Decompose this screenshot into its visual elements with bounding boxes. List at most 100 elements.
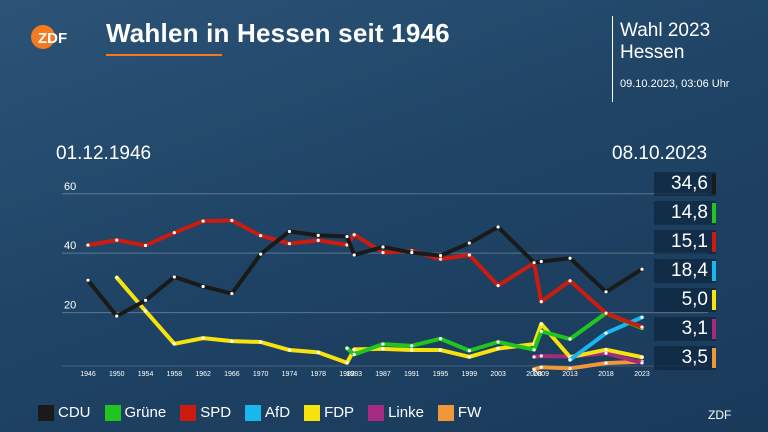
- data-point-cdu: [604, 290, 608, 294]
- logo-text: ZDF: [38, 30, 67, 47]
- x-tick-label-2003: 2003: [490, 371, 506, 378]
- data-point-spd: [539, 299, 543, 304]
- data-point-fw: [539, 365, 543, 369]
- data-point-spd: [352, 233, 356, 237]
- result-box-fdp: 5,0: [654, 288, 716, 312]
- data-point-cdu: [352, 253, 356, 257]
- data-point-grne: [496, 340, 500, 344]
- legend-swatch: [38, 404, 54, 421]
- result-value: 14,8: [671, 202, 708, 223]
- data-point-cdu: [410, 250, 414, 255]
- data-point-grne: [568, 337, 572, 341]
- data-point-linke: [604, 351, 608, 355]
- data-point-fw: [532, 367, 536, 371]
- data-point-fdp: [604, 348, 608, 352]
- data-point-grne: [352, 352, 356, 357]
- x-tick-label-2023: 2023: [634, 371, 650, 378]
- result-color-marker: [712, 174, 716, 194]
- x-tick-label-1958: 1958: [167, 371, 183, 378]
- x-tick-label-1946: 1946: [80, 371, 96, 378]
- result-color-marker: [712, 319, 716, 339]
- x-tick-label-1950: 1950: [109, 371, 125, 378]
- x-tick-label-1966: 1966: [224, 371, 240, 378]
- data-point-fw: [568, 366, 572, 371]
- data-point-cdu: [115, 314, 119, 318]
- legend-item-fw: FW: [437, 404, 482, 421]
- x-tick-label-1954: 1954: [138, 371, 154, 378]
- legend-label: FW: [457, 404, 482, 421]
- result-value: 34,6: [671, 173, 708, 194]
- data-point-cdu: [496, 225, 500, 229]
- chart-legend: CDU Grüne SPD AfD FDP Linke FW: [38, 404, 495, 421]
- legend-label: CDU: [58, 404, 91, 421]
- legend-label: SPD: [200, 404, 232, 421]
- event-region-line: Hessen: [620, 42, 685, 63]
- header-divider: [612, 16, 613, 102]
- data-point-fdp: [201, 336, 205, 340]
- legend-item-afd: AfD: [245, 404, 290, 421]
- data-point-cdu: [539, 259, 543, 264]
- x-tick-label-2009: 2009: [533, 371, 549, 378]
- data-point-fdp: [316, 350, 320, 354]
- data-point-spd: [287, 242, 292, 246]
- data-point-cdu: [381, 245, 385, 249]
- date-end-label: 08.10.2023: [612, 143, 708, 164]
- data-point-spd: [143, 243, 148, 248]
- x-tick-label-1999: 1999: [462, 371, 478, 378]
- legend-label: AfD: [265, 404, 291, 421]
- data-point-cdu: [230, 291, 234, 296]
- legend-item-fdp: FDP: [304, 404, 354, 421]
- y-tick-label-40: 40: [64, 240, 76, 252]
- result-box-fw: 3,5: [654, 346, 716, 370]
- data-point-spd: [438, 257, 443, 261]
- result-box-afd: 18,4: [654, 259, 716, 283]
- series-line-spd: [86, 218, 644, 330]
- data-point-grne: [381, 342, 385, 346]
- data-point-grne: [532, 348, 536, 352]
- legend-label: Grüne: [124, 404, 167, 421]
- data-point-grne: [438, 337, 443, 341]
- x-tick-label-1987: 1987: [375, 371, 391, 378]
- event-title: Wahl 2023 Hessen: [620, 20, 710, 64]
- data-point-spd: [568, 279, 572, 283]
- result-value: 15,1: [671, 231, 708, 252]
- x-tick-label-2008: 2008: [526, 371, 542, 378]
- data-point-fdp: [496, 346, 500, 351]
- y-tick-label-20: 20: [64, 300, 76, 312]
- series-line-fdp: [114, 275, 644, 365]
- data-point-fdp: [438, 348, 443, 352]
- data-point-afd: [568, 358, 572, 362]
- x-tick-label-1962: 1962: [195, 371, 211, 378]
- footer-brand: ZDF: [708, 408, 732, 422]
- result-value: 5,0: [681, 289, 708, 310]
- result-color-marker: [712, 232, 716, 252]
- result-color-marker: [712, 348, 716, 368]
- page-title: Wahlen in Hessen seit 1946: [106, 18, 450, 48]
- date-start-label: 01.12.1946: [56, 143, 152, 164]
- data-point-linke: [640, 361, 644, 365]
- data-point-spd: [496, 283, 500, 288]
- data-point-fdp: [640, 355, 644, 359]
- data-point-cdu: [143, 298, 148, 303]
- legend-swatch: [368, 404, 385, 421]
- data-point-fdp: [230, 339, 234, 343]
- data-point-cdu: [438, 253, 443, 258]
- data-point-spd: [201, 219, 205, 223]
- data-point-cdu: [259, 252, 263, 256]
- data-point-spd: [86, 243, 90, 247]
- x-tick-label-1974: 1974: [282, 371, 298, 378]
- data-point-linke: [532, 355, 536, 359]
- data-point-afd: [640, 315, 644, 319]
- legend-swatch: [180, 404, 197, 421]
- x-tick-label-1991: 1991: [404, 371, 420, 378]
- data-point-spd: [316, 238, 320, 243]
- result-color-marker: [712, 203, 716, 223]
- data-point-cdu: [532, 261, 536, 265]
- data-point-fdp: [172, 342, 176, 346]
- data-point-cdu: [201, 284, 205, 289]
- data-point-cdu: [568, 256, 572, 260]
- result-color-marker: [712, 261, 716, 281]
- data-point-fdp: [381, 347, 385, 351]
- legend-swatch: [245, 404, 262, 421]
